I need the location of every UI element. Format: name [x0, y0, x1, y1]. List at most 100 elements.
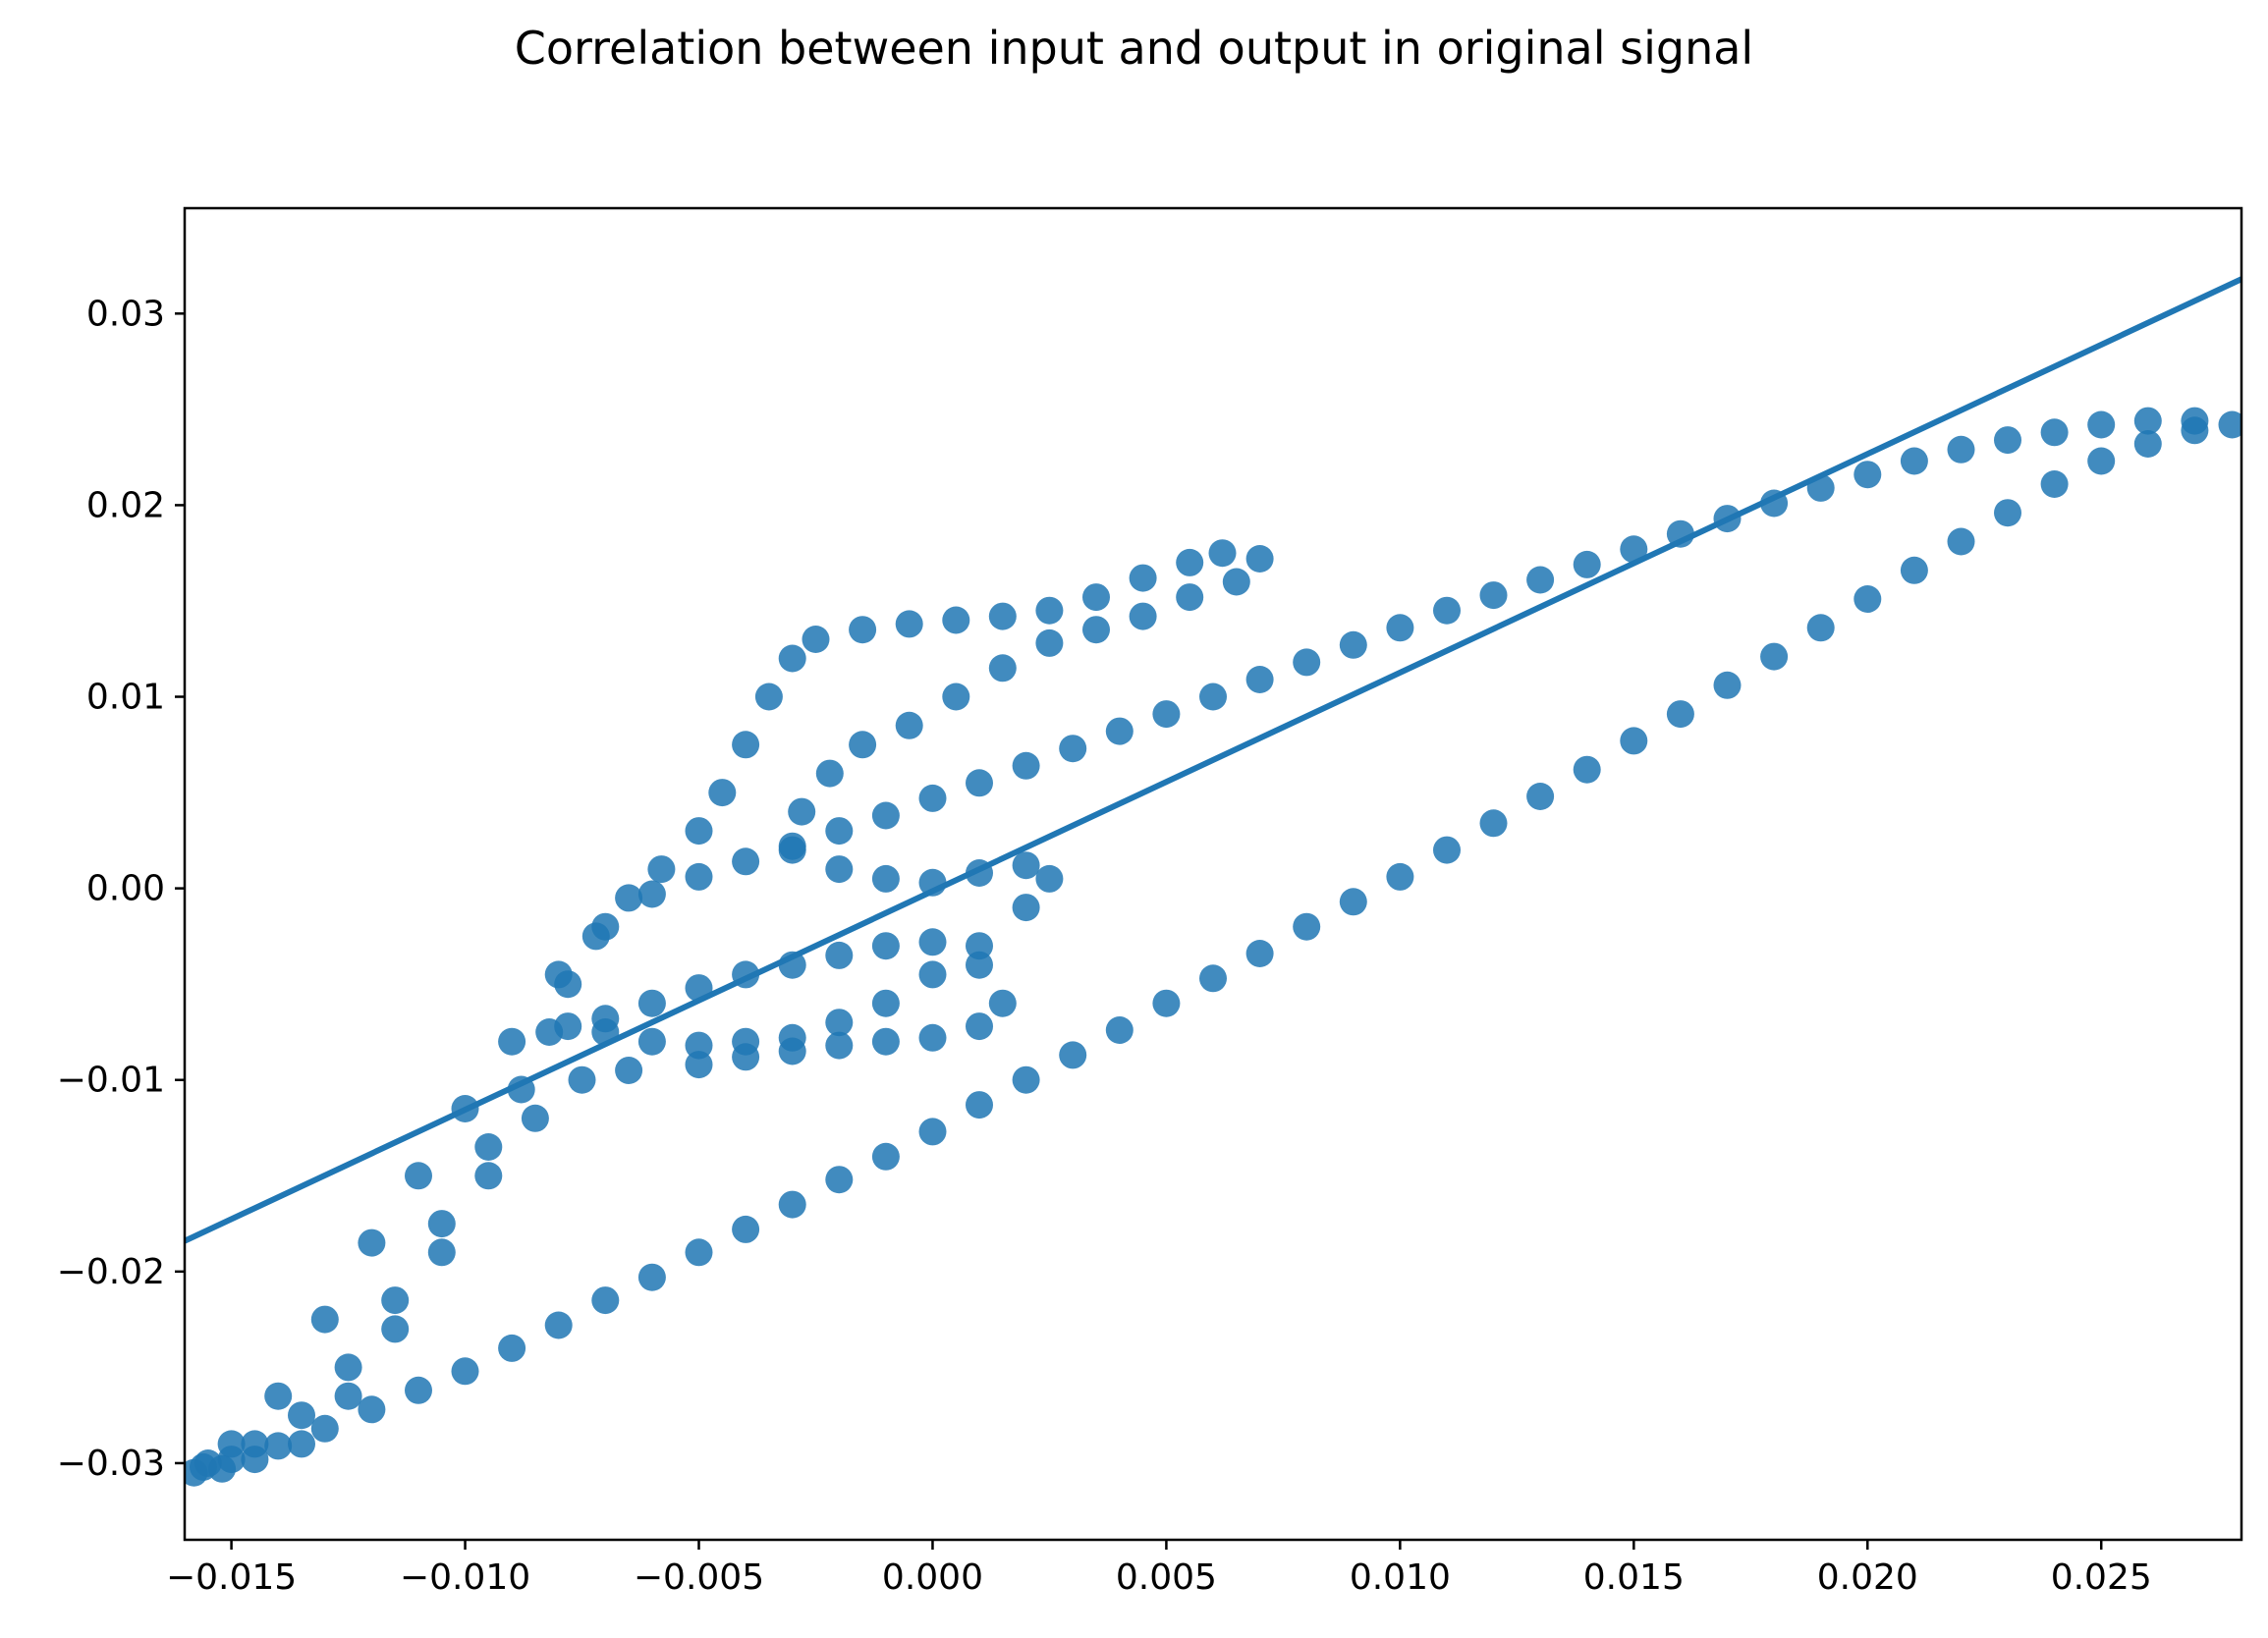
data-point — [1012, 851, 1040, 880]
data-point — [2040, 470, 2069, 498]
data-point — [1245, 545, 1274, 573]
y-tick-label: −0.01 — [57, 1061, 165, 1101]
data-point — [918, 784, 947, 812]
data-point — [825, 1009, 854, 1037]
data-point — [1479, 581, 1508, 610]
data-point — [1012, 751, 1040, 780]
data-point — [966, 951, 993, 979]
data-point — [2040, 418, 2069, 447]
data-point — [1105, 717, 1134, 745]
data-point — [895, 610, 923, 638]
data-point — [474, 1162, 503, 1190]
x-tick-label: −0.005 — [634, 1557, 764, 1598]
data-point — [217, 1430, 246, 1458]
data-point — [358, 1228, 386, 1257]
data-point — [1947, 435, 1975, 464]
data-point — [544, 1311, 573, 1339]
data-point — [1479, 809, 1508, 838]
data-point — [1035, 596, 1064, 625]
data-point — [1853, 461, 1882, 489]
data-point — [288, 1401, 315, 1430]
x-tick-label: 0.020 — [1817, 1557, 1918, 1598]
data-point — [778, 1037, 806, 1065]
data-point — [405, 1376, 432, 1404]
x-tick-label: 0.025 — [2051, 1557, 2152, 1598]
data-point — [1199, 682, 1227, 711]
data-point — [778, 1190, 806, 1219]
data-point — [637, 1263, 666, 1291]
data-point — [871, 801, 900, 830]
data-point — [2133, 407, 2162, 435]
data-point — [815, 759, 844, 788]
data-point — [498, 1027, 526, 1056]
data-point — [2133, 430, 2162, 458]
data-point — [1199, 964, 1227, 993]
data-point — [1059, 735, 1087, 763]
data-point — [871, 989, 900, 1017]
data-point — [2087, 447, 2116, 475]
data-point — [1433, 596, 1461, 625]
data-point — [264, 1432, 293, 1460]
data-point — [2181, 407, 2209, 435]
data-point — [1760, 642, 1789, 671]
data-point — [942, 606, 970, 634]
data-point — [685, 1238, 713, 1267]
y-tick-label: 0.02 — [86, 485, 165, 525]
data-point — [988, 602, 1017, 630]
data-point — [1947, 527, 1975, 556]
data-point — [1012, 894, 1040, 922]
data-point — [966, 1012, 993, 1041]
data-point — [208, 1454, 237, 1483]
data-point — [1222, 568, 1250, 596]
data-point — [1245, 940, 1274, 967]
data-point — [918, 1118, 947, 1146]
data-point — [1176, 583, 1204, 612]
data-point — [1806, 614, 1835, 642]
data-point — [825, 1166, 854, 1194]
data-point — [334, 1382, 362, 1410]
data-point — [778, 836, 806, 864]
data-point — [1035, 628, 1064, 657]
data-point — [685, 1051, 713, 1079]
data-point — [988, 989, 1017, 1017]
data-point — [521, 1104, 549, 1132]
data-point — [1245, 666, 1274, 693]
data-point — [310, 1414, 339, 1443]
data-point — [1152, 989, 1181, 1017]
data-point — [871, 932, 900, 960]
y-tick-label: −0.03 — [57, 1444, 165, 1484]
data-point — [451, 1357, 479, 1386]
data-point — [1129, 564, 1157, 592]
y-tick-label: 0.01 — [86, 678, 165, 718]
y-tick-label: −0.02 — [57, 1252, 165, 1292]
data-point — [918, 960, 947, 989]
data-point — [685, 817, 713, 846]
data-point — [1433, 836, 1461, 864]
data-point — [568, 1065, 596, 1094]
data-point — [871, 1027, 900, 1056]
data-point — [1339, 630, 1367, 659]
axes-frame — [183, 206, 2243, 1542]
data-point — [849, 731, 877, 759]
data-point — [334, 1353, 362, 1382]
x-tick-label: 0.010 — [1350, 1557, 1451, 1598]
data-point — [381, 1286, 410, 1315]
data-point — [615, 884, 643, 912]
y-tick-label: 0.00 — [86, 869, 165, 909]
data-point — [310, 1305, 339, 1334]
data-point — [708, 779, 737, 807]
data-point — [637, 1027, 666, 1056]
data-point — [427, 1210, 456, 1238]
data-point — [2218, 410, 2241, 439]
x-tick-label: −0.010 — [400, 1557, 530, 1598]
data-point — [1152, 700, 1181, 729]
data-point — [1994, 426, 2021, 455]
x-axis: −0.015 −0.010 −0.005 0.000 0.005 0.010 0.015 0.… — [166, 1540, 2152, 1598]
data-point — [918, 928, 947, 956]
data-point — [1035, 864, 1064, 893]
data-point — [1573, 550, 1601, 578]
data-point — [581, 922, 610, 951]
data-point — [1900, 556, 1928, 584]
data-point — [1666, 700, 1694, 729]
